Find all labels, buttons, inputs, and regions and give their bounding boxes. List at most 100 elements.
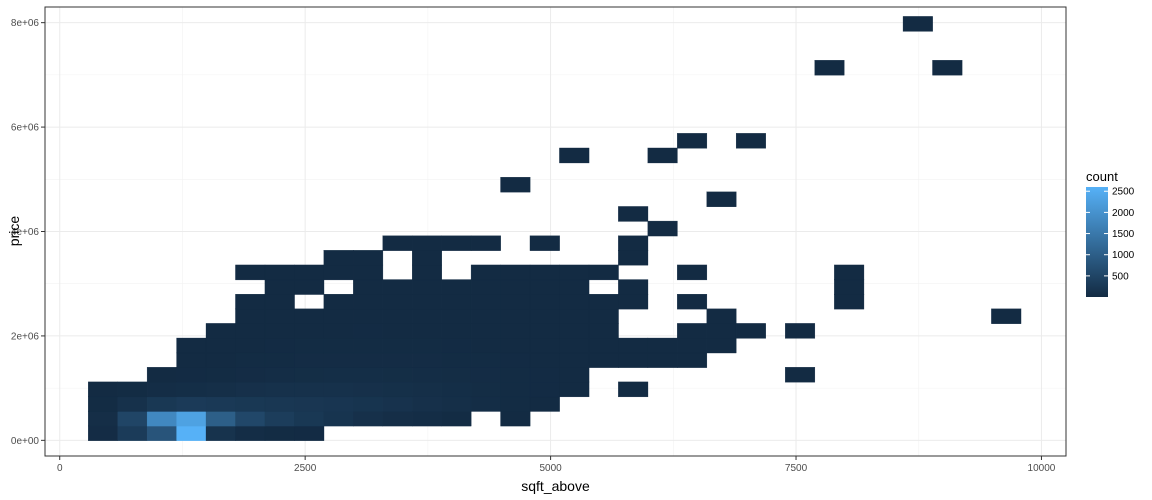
bin-tile <box>176 337 207 354</box>
bin-tile <box>294 396 325 412</box>
y-tick-label: 4e+06 <box>11 227 40 238</box>
bin-tile <box>500 323 531 339</box>
bin-tile <box>264 381 295 398</box>
bin-tile <box>205 367 236 383</box>
bin-tile <box>264 352 295 368</box>
bin-tile <box>412 396 442 412</box>
bin-tile <box>353 250 384 266</box>
bin-tile <box>735 323 766 339</box>
bin-tile <box>500 337 531 354</box>
legend-ticks: 500 1000 1500 2000 2500 <box>1086 187 1135 282</box>
bin-tile <box>294 410 325 427</box>
bin-tile <box>559 279 590 295</box>
bin-tile <box>412 264 442 281</box>
bin-tile <box>412 235 442 251</box>
legend-tick-label: 1500 <box>1112 229 1135 240</box>
bin-tile <box>412 337 442 354</box>
bin-tile <box>529 323 560 339</box>
bin-tile <box>412 294 442 310</box>
legend-tick-label: 2000 <box>1112 208 1135 219</box>
bin-tile <box>323 352 354 368</box>
bin-tile <box>412 410 442 427</box>
bin-tile <box>588 294 619 310</box>
bin-tile <box>441 352 472 368</box>
bin-tile <box>235 352 266 368</box>
bin-tile <box>412 250 442 266</box>
bin-tile <box>500 410 531 427</box>
bin-tile <box>588 308 619 324</box>
legend-tick-label: 2500 <box>1112 187 1135 198</box>
bin-tile <box>500 294 531 310</box>
bin-tile <box>441 367 472 383</box>
bin-tile <box>588 352 619 368</box>
y-tick-label: 0e+00 <box>11 436 40 447</box>
bin-tile <box>618 337 649 354</box>
bin-tile <box>235 410 266 427</box>
bin-tile <box>500 308 531 324</box>
bin-tile <box>902 16 933 32</box>
bin-tile <box>618 381 649 398</box>
bin-tile <box>529 396 560 412</box>
bin-tile <box>441 410 472 427</box>
bin-tile <box>412 308 442 324</box>
legend-tick-label: 500 <box>1112 271 1129 282</box>
bin-tile <box>470 381 501 398</box>
bin-tile <box>205 381 236 398</box>
bin-tile <box>529 381 560 398</box>
bin-tile <box>470 337 501 354</box>
bin-tile <box>529 337 560 354</box>
bin-tile <box>529 279 560 295</box>
bin-tile <box>294 381 325 398</box>
bin-tile <box>323 337 354 354</box>
bin-tile <box>382 410 413 427</box>
bin-tile <box>323 381 354 398</box>
bin-tile <box>470 323 501 339</box>
bin-tile <box>235 294 266 310</box>
legend-title: count <box>1086 169 1118 184</box>
bin-tile <box>441 396 472 412</box>
bin-tile <box>500 264 531 281</box>
bin-tile <box>264 396 295 412</box>
y-axis-ticks: 0e+00 2e+06 4e+06 6e+06 8e+06 <box>11 18 45 447</box>
bin-tile <box>706 337 737 354</box>
bin-tile <box>382 367 413 383</box>
bin-tile <box>677 294 708 310</box>
bin-tile <box>235 323 266 339</box>
bin-tile <box>441 337 472 354</box>
bin-tile <box>441 308 472 324</box>
bin-tile <box>441 294 472 310</box>
legend: count 500 1000 1500 2000 2500 <box>1086 169 1135 297</box>
bin-tile <box>814 60 845 76</box>
bin-tile <box>559 294 590 310</box>
bin-tile <box>382 323 413 339</box>
bin-tile <box>470 308 501 324</box>
bin-tile <box>559 337 590 354</box>
bin-tile <box>470 294 501 310</box>
bin-tile <box>353 308 384 324</box>
bin-tile <box>323 396 354 412</box>
bin-tile <box>412 323 442 339</box>
bin-tile <box>834 279 865 295</box>
bin-tile <box>500 177 531 193</box>
bin-tile <box>205 323 236 339</box>
bin-tile <box>618 294 649 310</box>
bin-tile <box>235 396 266 412</box>
bin-tile <box>323 250 354 266</box>
bin-tile <box>353 367 384 383</box>
bin-tile <box>618 279 649 295</box>
x-tick-label: 10000 <box>1028 463 1056 474</box>
bin-tile <box>264 294 295 310</box>
bin-tile <box>529 352 560 368</box>
bin-tile <box>500 352 531 368</box>
bin-tile <box>353 264 384 281</box>
bin-tile <box>677 337 708 354</box>
bin-tile <box>470 264 501 281</box>
legend-tick-label: 1000 <box>1112 250 1135 261</box>
bin-tile <box>353 323 384 339</box>
bin-tile <box>677 264 708 281</box>
bin-tile <box>441 381 472 398</box>
bin-tile <box>470 396 501 412</box>
bin-tile <box>677 323 708 339</box>
bin-tile <box>382 308 413 324</box>
